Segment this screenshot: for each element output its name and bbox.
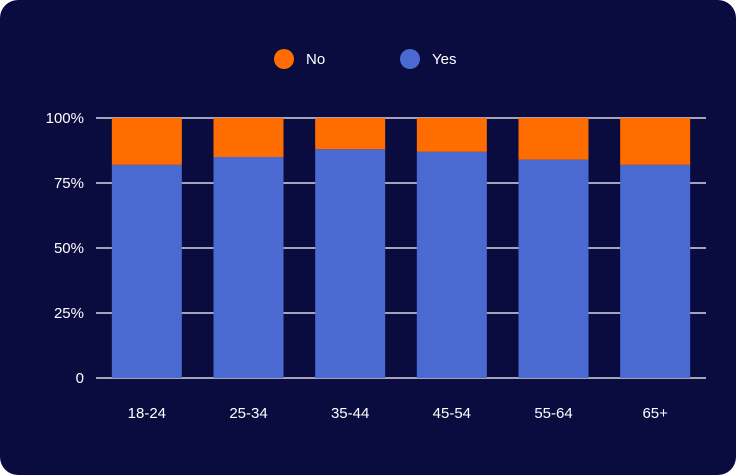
x-tick-label: 25-34 (229, 405, 267, 422)
bar-no-25-34 (213, 118, 284, 157)
bar-no-35-44 (315, 118, 386, 150)
legend: No Yes (274, 49, 456, 69)
gridlines (96, 117, 706, 379)
y-tick-label: 75% (54, 175, 84, 192)
bar-yes-65+ (620, 164, 691, 378)
y-tick-label: 0 (76, 370, 84, 387)
bar-no-18-24 (111, 118, 182, 165)
legend-swatch-no (274, 49, 294, 69)
legend-swatch-yes (400, 49, 420, 69)
y-tick-label: 100% (46, 110, 84, 127)
bar-yes-18-24 (111, 164, 182, 378)
bar-no-45-54 (416, 118, 487, 152)
bar-yes-35-44 (315, 149, 386, 378)
bar-yes-55-64 (518, 159, 589, 378)
bar-yes-45-54 (416, 151, 487, 378)
x-axis-ticks: 18-24 25-34 35-44 45-54 55-64 65+ (128, 405, 668, 422)
x-tick-label: 45-54 (433, 405, 471, 422)
bar-series (111, 118, 691, 378)
x-tick-label: 55-64 (534, 405, 572, 422)
y-tick-label: 25% (54, 305, 84, 322)
x-tick-label: 65+ (642, 405, 668, 422)
x-tick-label: 18-24 (128, 405, 166, 422)
legend-label-no: No (306, 51, 325, 68)
y-axis-ticks: 0 25% 50% 75% 100% (46, 110, 84, 387)
bar-no-65+ (620, 118, 691, 165)
bar-yes-25-34 (213, 157, 284, 378)
bar-no-55-64 (518, 118, 589, 160)
y-tick-label: 50% (54, 240, 84, 257)
legend-label-yes: Yes (432, 51, 456, 68)
x-tick-label: 35-44 (331, 405, 369, 422)
